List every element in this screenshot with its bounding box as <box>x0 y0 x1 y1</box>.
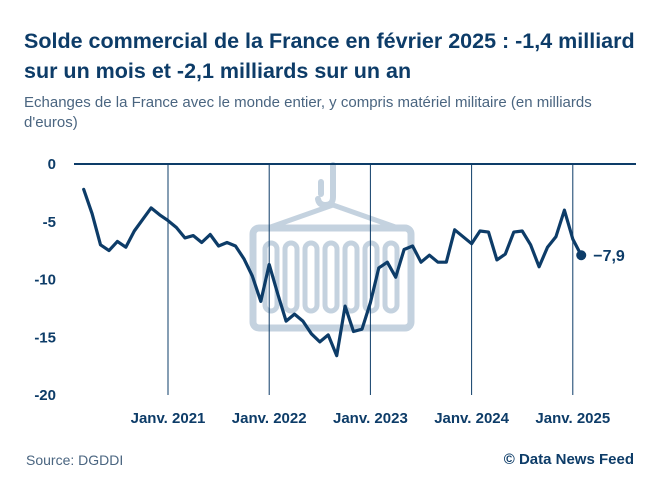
watermark-slat <box>322 240 340 314</box>
x-tick-label: Janv. 2022 <box>232 410 307 427</box>
watermark-slat <box>342 240 360 314</box>
x-tick-label: Janv. 2023 <box>333 410 408 427</box>
last-value-label: −7,9 <box>593 248 625 265</box>
y-tick-label: -20 <box>34 387 56 404</box>
y-tick-label: 0 <box>48 156 56 173</box>
line-chart: 0 -5 -10 -15 -20 Janv. 2021 Janv. 2022 Janv. 2… <box>34 156 636 427</box>
source-note: Source: DGDDI <box>26 452 124 468</box>
credit-note: © Data News Feed <box>503 451 634 468</box>
watermark-slat <box>282 240 300 314</box>
y-tick-label: -15 <box>34 329 56 346</box>
cargo-container-watermark-icon <box>249 162 415 332</box>
x-tick-label: Janv. 2025 <box>535 410 610 427</box>
watermark-slat <box>302 240 320 314</box>
series-line <box>82 187 583 358</box>
chart-subtitle: Echanges de la France avec le monde enti… <box>24 94 592 131</box>
x-tick-label: Janv. 2021 <box>131 410 206 427</box>
chart-title: Solde commercial de la France en février… <box>24 29 635 83</box>
y-tick-label: -10 <box>34 272 56 289</box>
y-tick-label: -5 <box>43 214 56 231</box>
x-tick-label: Janv. 2024 <box>434 410 509 427</box>
last-point-marker <box>576 250 587 261</box>
